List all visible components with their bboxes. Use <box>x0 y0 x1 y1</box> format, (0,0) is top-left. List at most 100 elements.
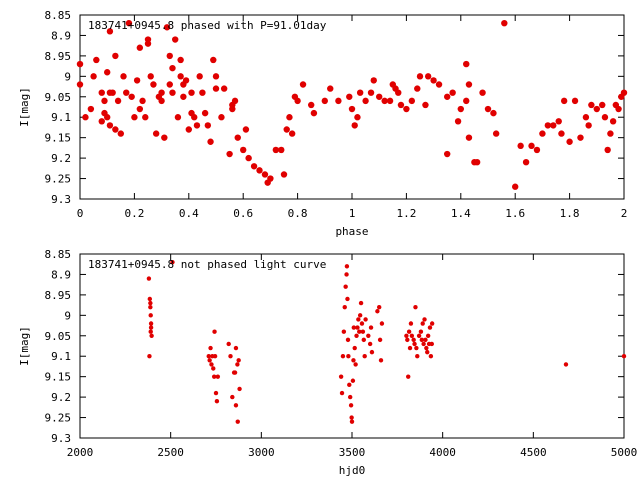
data-point <box>180 93 187 100</box>
data-point <box>230 394 235 400</box>
data-point <box>139 97 146 105</box>
data-point <box>414 345 419 351</box>
data-point <box>350 378 356 383</box>
data-point <box>359 321 365 326</box>
data-point <box>169 64 176 72</box>
data-point <box>147 354 152 359</box>
data-point <box>147 73 154 80</box>
y-tick-label: 9.1 <box>51 111 71 124</box>
data-point <box>397 101 405 109</box>
data-point <box>429 321 435 326</box>
data-point <box>117 130 125 137</box>
data-point <box>321 97 328 105</box>
unphased-y-axis-label: I[mag] <box>18 326 31 366</box>
data-point <box>413 304 418 310</box>
data-point <box>484 105 492 113</box>
data-point <box>193 122 201 129</box>
data-point <box>607 130 614 137</box>
data-point <box>621 354 627 359</box>
data-point <box>338 374 344 379</box>
data-point <box>233 345 239 351</box>
data-point <box>424 73 432 80</box>
data-point <box>349 415 354 420</box>
data-point <box>235 362 240 367</box>
y-tick-label: 9.25 <box>45 173 72 186</box>
data-point <box>147 296 153 302</box>
data-point <box>231 97 239 105</box>
data-point <box>209 362 214 367</box>
data-point <box>609 118 617 125</box>
data-point <box>563 362 569 367</box>
data-point <box>465 81 473 88</box>
data-point <box>188 89 195 96</box>
data-point <box>366 333 371 338</box>
y-tick-label: 8.85 <box>45 248 72 261</box>
data-point <box>90 73 97 80</box>
data-point <box>106 122 114 129</box>
data-point <box>104 69 111 76</box>
data-point <box>131 114 138 121</box>
data-point <box>406 329 412 334</box>
data-point <box>577 134 584 141</box>
data-point <box>463 97 470 105</box>
data-point <box>161 134 168 141</box>
data-point <box>582 114 590 121</box>
data-point <box>356 89 364 96</box>
data-point <box>214 399 220 404</box>
x-tick-label: 1.2 <box>396 207 416 220</box>
data-point <box>620 89 628 96</box>
data-point <box>232 370 238 375</box>
data-point <box>599 101 606 109</box>
data-point <box>310 109 318 117</box>
data-point <box>416 73 424 80</box>
data-point <box>235 419 240 424</box>
data-point <box>351 325 357 330</box>
data-point <box>375 309 380 314</box>
y-tick-label: 9.15 <box>45 371 72 384</box>
data-point <box>191 114 198 121</box>
data-point <box>454 118 462 125</box>
data-point <box>267 175 274 182</box>
data-point <box>207 138 214 145</box>
data-point <box>327 85 334 92</box>
data-point <box>533 146 541 154</box>
y-tick-label: 8.85 <box>45 9 72 22</box>
data-point <box>501 19 508 27</box>
data-point <box>210 56 217 64</box>
phased-y-axis-label: I[mag] <box>18 87 31 127</box>
data-point <box>358 300 364 306</box>
y-tick-label: 8.95 <box>45 50 72 63</box>
data-point <box>403 105 410 113</box>
data-point <box>411 337 416 343</box>
data-point <box>544 122 552 129</box>
data-point <box>177 56 184 64</box>
data-point <box>125 19 133 27</box>
data-point <box>412 341 417 347</box>
data-point <box>204 122 212 129</box>
data-point <box>362 97 369 105</box>
data-point <box>345 296 350 302</box>
data-point <box>444 93 451 100</box>
y-tick-label: 9.05 <box>45 330 72 343</box>
data-point <box>425 333 431 338</box>
data-point <box>218 114 225 121</box>
x-tick-label: 0.4 <box>179 207 199 220</box>
data-point <box>213 390 219 396</box>
y-tick-label: 9.3 <box>51 193 71 206</box>
data-point <box>588 101 595 109</box>
data-point <box>240 146 247 154</box>
x-tick-label: 0.6 <box>233 207 253 220</box>
data-point <box>196 73 203 80</box>
data-point <box>522 159 530 166</box>
data-point <box>601 114 609 121</box>
data-point <box>473 159 481 166</box>
data-point <box>177 73 184 80</box>
data-point <box>82 114 89 121</box>
data-point <box>593 105 600 113</box>
data-point <box>421 341 426 347</box>
data-point <box>261 171 269 178</box>
data-point <box>345 337 351 343</box>
data-point <box>148 300 153 306</box>
data-point <box>233 403 239 408</box>
